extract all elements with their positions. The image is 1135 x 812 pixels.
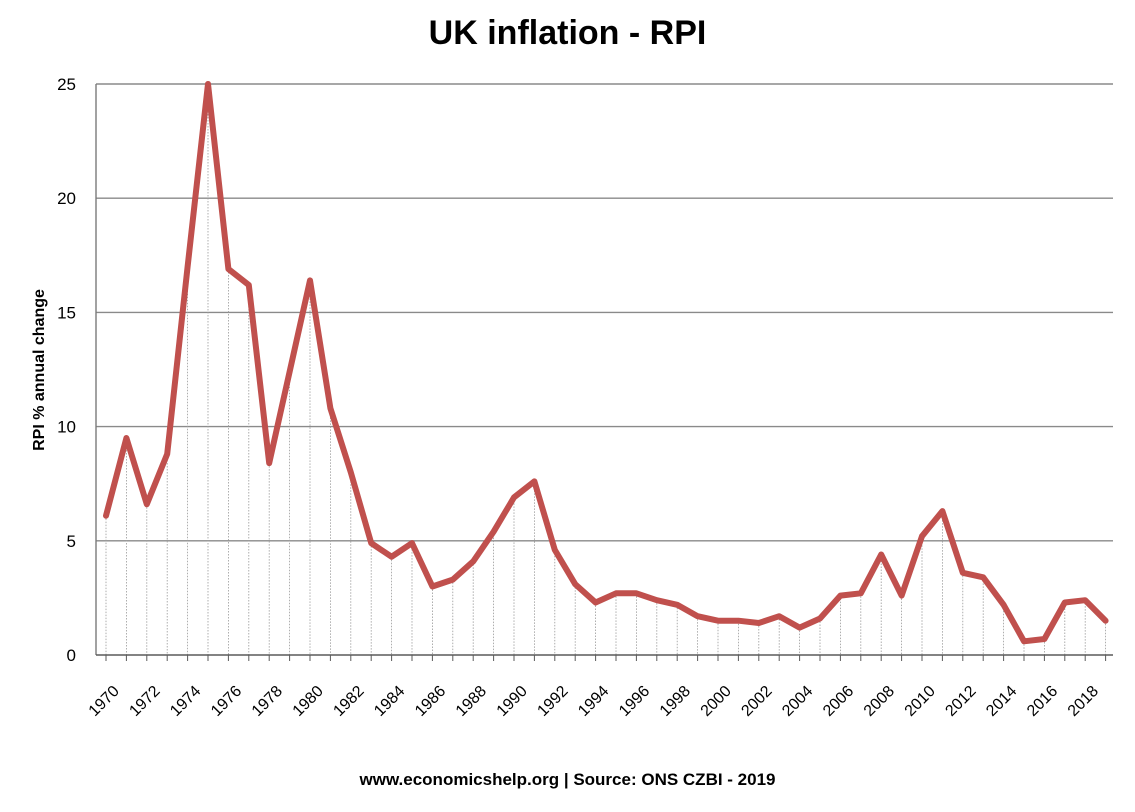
axes <box>95 84 1113 661</box>
rpi-series-line <box>103 81 1109 645</box>
x-tick-label: 1998 <box>657 683 694 720</box>
y-tick-label: 10 <box>57 418 76 437</box>
x-tick-label: 1988 <box>453 683 490 720</box>
x-tick-label: 2016 <box>1024 683 1061 720</box>
x-tick-label: 1984 <box>371 683 408 720</box>
x-tick-label: 1986 <box>412 683 449 720</box>
source-caption: www.economicshelp.org | Source: ONS CZBI… <box>359 770 776 789</box>
x-tick-label: 2012 <box>942 683 979 720</box>
x-tick-label: 2000 <box>698 683 735 720</box>
x-tick-label: 2002 <box>738 683 775 720</box>
x-tick-label: 1974 <box>167 683 204 720</box>
drop-lines <box>105 84 1106 655</box>
y-tick-label: 20 <box>57 189 76 208</box>
series-layer <box>103 81 1109 645</box>
x-tick-label: 1990 <box>494 683 531 720</box>
x-tick-label: 1980 <box>290 683 327 720</box>
x-tick-labels: 1970 1972 1974 1976 1978 1980 1982 1984 1986 1988… <box>86 683 1102 720</box>
x-tick-label: 2018 <box>1065 683 1102 720</box>
y-tick-label: 25 <box>57 75 76 94</box>
x-tick-label: 1994 <box>575 683 612 720</box>
x-tick-label: 1996 <box>616 683 653 720</box>
x-tick-label: 2010 <box>902 683 939 720</box>
y-tick-label: 5 <box>67 532 76 551</box>
x-tick-label: 2014 <box>983 683 1020 720</box>
x-tick-label: 1978 <box>249 683 286 720</box>
y-tick-label: 0 <box>67 646 76 665</box>
x-tick-label: 1976 <box>208 683 245 720</box>
x-tick-label: 1982 <box>330 683 367 720</box>
x-tick-label: 2006 <box>820 683 857 720</box>
y-tick-labels: 0 5 10 15 20 25 <box>57 75 76 665</box>
x-tick-label: 1970 <box>86 683 123 720</box>
x-tick-label: 2004 <box>779 683 816 720</box>
x-tick-label: 2008 <box>861 683 898 720</box>
chart-title: UK inflation - RPI <box>428 14 707 52</box>
x-tick-label: 1972 <box>126 683 163 720</box>
y-tick-label: 15 <box>57 303 76 322</box>
x-tick-label: 1992 <box>534 683 571 720</box>
